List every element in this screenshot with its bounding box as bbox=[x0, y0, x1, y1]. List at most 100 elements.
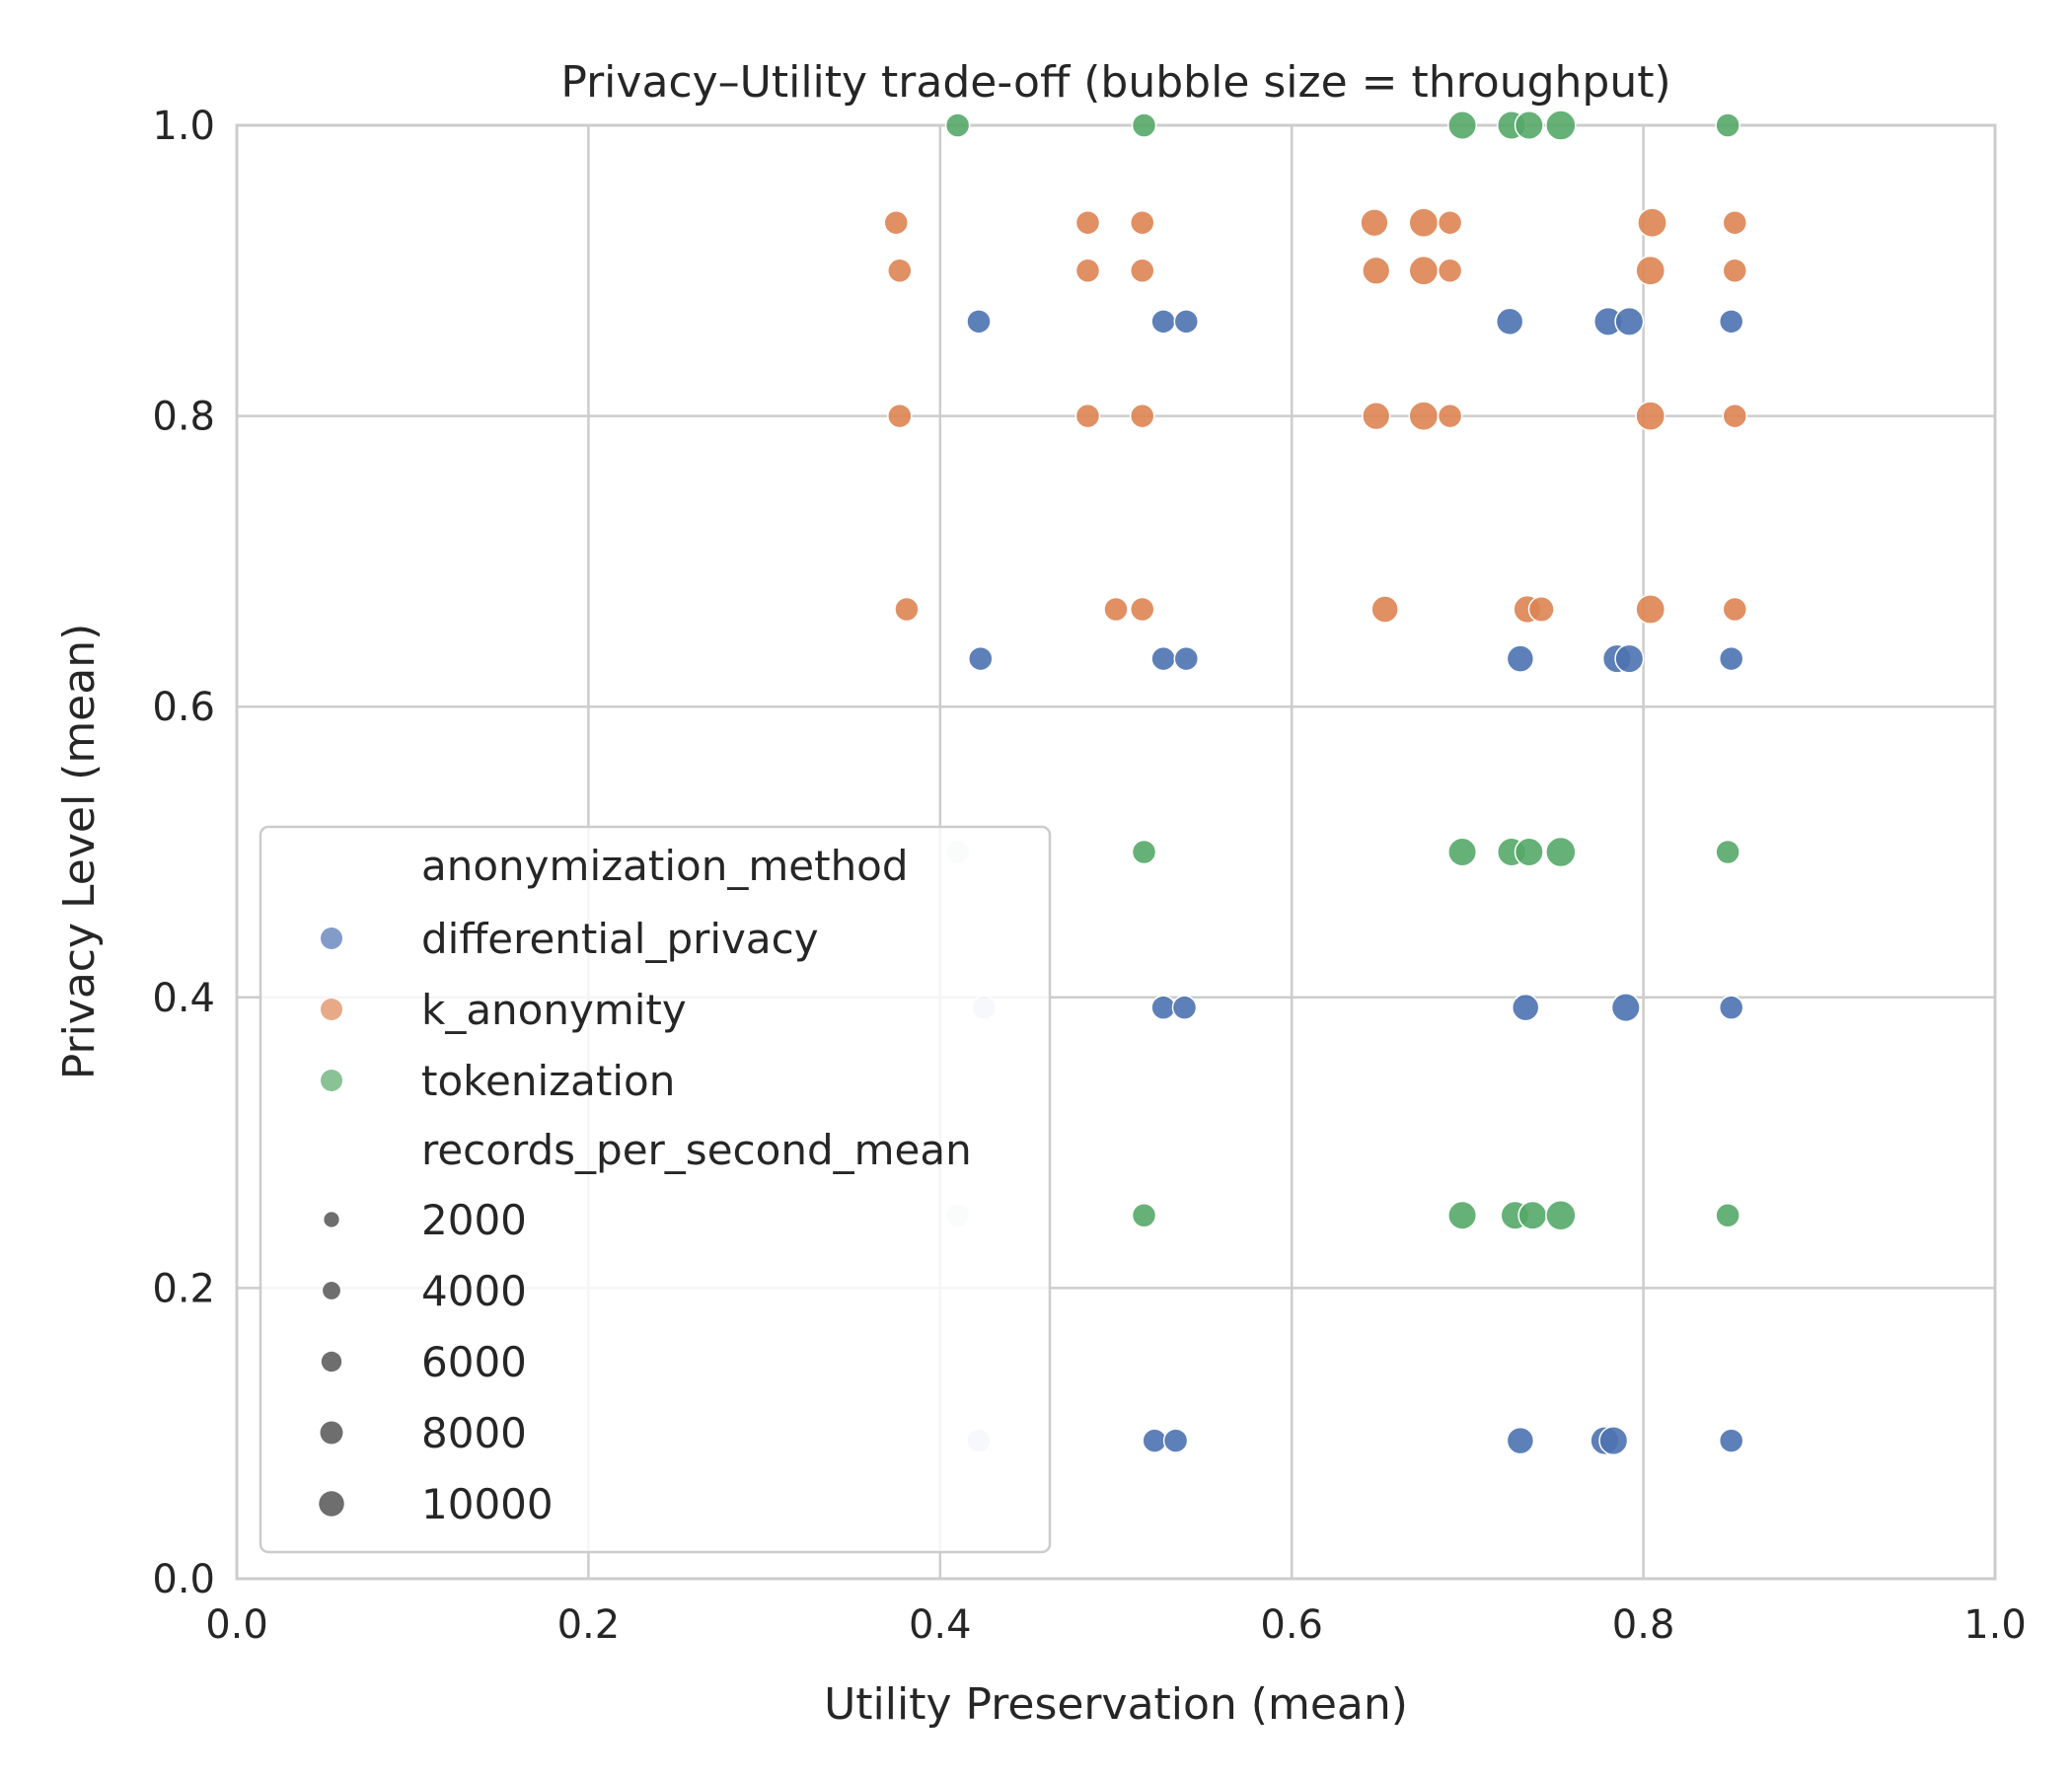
legend-size-marker bbox=[321, 1351, 342, 1372]
y-tick-label: 0.2 bbox=[152, 1266, 215, 1311]
data-point-k-anonymity bbox=[1129, 403, 1155, 429]
data-point-tokenization bbox=[1131, 1203, 1157, 1228]
legend-marker-k-anonymity bbox=[321, 999, 342, 1020]
data-point-k-anonymity bbox=[1408, 401, 1440, 431]
data-point-tokenization bbox=[1545, 836, 1577, 868]
data-point-differential-privacy bbox=[1171, 995, 1198, 1020]
data-point-tokenization bbox=[1715, 112, 1740, 138]
legend-size-marker bbox=[324, 1212, 339, 1227]
legend-size-marker bbox=[319, 1491, 344, 1517]
data-point-k-anonymity bbox=[1360, 208, 1389, 238]
data-point-tokenization bbox=[944, 112, 971, 138]
data-point-k-anonymity bbox=[1408, 255, 1440, 286]
data-point-k-anonymity bbox=[1635, 255, 1666, 286]
data-point-k-anonymity bbox=[1437, 209, 1463, 236]
data-point-k-anonymity bbox=[894, 596, 920, 623]
data-point-differential-privacy bbox=[1150, 995, 1176, 1020]
legend-size-label: 4000 bbox=[421, 1267, 527, 1315]
data-point-tokenization bbox=[1131, 112, 1157, 138]
data-point-k-anonymity bbox=[887, 258, 913, 284]
x-axis-label: Utility Preservation (mean) bbox=[824, 1679, 1408, 1730]
y-tick-label: 0.0 bbox=[152, 1557, 215, 1602]
legend-size-marker bbox=[323, 1282, 340, 1299]
data-point-differential-privacy bbox=[1718, 995, 1744, 1020]
legend-size-label: 2000 bbox=[421, 1196, 527, 1244]
y-tick-label: 0.6 bbox=[152, 685, 215, 730]
x-axis-ticks: 0.0 0.2 0.4 0.6 0.8 1.0 bbox=[205, 1602, 2027, 1648]
data-point-differential-privacy bbox=[1610, 993, 1641, 1023]
legend-frame bbox=[259, 825, 1052, 1554]
data-point-differential-privacy bbox=[966, 309, 992, 334]
legend-size-title: records_per_second_mean bbox=[421, 1126, 972, 1174]
legend-label-k-anonymity: k_anonymity bbox=[421, 986, 687, 1034]
data-point-differential-privacy bbox=[1150, 309, 1176, 334]
data-point-k-anonymity bbox=[1074, 403, 1101, 429]
data-point-differential-privacy bbox=[1495, 307, 1524, 336]
data-point-tokenization bbox=[1715, 1203, 1740, 1228]
data-point-tokenization bbox=[1447, 111, 1478, 140]
legend-size-label: 6000 bbox=[421, 1338, 527, 1386]
y-axis-ticks: 0.0 0.2 0.4 0.6 0.8 1.0 bbox=[152, 104, 215, 1602]
data-point-differential-privacy bbox=[1718, 309, 1744, 334]
data-point-k-anonymity bbox=[1074, 209, 1101, 236]
x-tick-label: 1.0 bbox=[1963, 1602, 2027, 1648]
data-point-k-anonymity bbox=[1362, 256, 1391, 285]
data-point-tokenization bbox=[1447, 837, 1478, 867]
data-point-k-anonymity bbox=[1074, 258, 1101, 284]
data-point-k-anonymity bbox=[1437, 258, 1463, 284]
y-axis-label: Privacy Level (mean) bbox=[54, 624, 105, 1080]
data-point-k-anonymity bbox=[887, 403, 913, 429]
data-points bbox=[883, 110, 1748, 1456]
legend: anonymization_method differential_privac… bbox=[259, 825, 1052, 1554]
data-point-k-anonymity bbox=[1362, 401, 1391, 431]
legend-marker-tokenization bbox=[321, 1070, 342, 1091]
legend-size-label: 8000 bbox=[421, 1409, 527, 1457]
y-tick-label: 0.4 bbox=[152, 976, 215, 1021]
x-tick-label: 0.4 bbox=[909, 1602, 972, 1648]
data-point-differential-privacy bbox=[1614, 643, 1645, 674]
data-point-tokenization bbox=[1447, 1200, 1478, 1230]
legend-size-items: 2000 4000 6000 8000 10000 bbox=[319, 1196, 554, 1528]
data-point-differential-privacy bbox=[1511, 993, 1540, 1022]
data-point-k-anonymity bbox=[1637, 207, 1667, 239]
data-point-tokenization bbox=[1545, 110, 1577, 141]
data-point-tokenization bbox=[1715, 839, 1740, 865]
data-point-differential-privacy bbox=[1718, 645, 1744, 672]
data-point-k-anonymity bbox=[1370, 595, 1399, 624]
data-point-differential-privacy bbox=[1142, 1428, 1167, 1453]
data-point-tokenization bbox=[1514, 837, 1544, 867]
x-tick-label: 0.8 bbox=[1612, 1602, 1675, 1648]
data-point-k-anonymity bbox=[1722, 403, 1748, 429]
data-point-k-anonymity bbox=[1437, 403, 1463, 429]
data-point-tokenization bbox=[1517, 1200, 1548, 1230]
legend-hue-title: anonymization_method bbox=[421, 842, 909, 890]
data-point-k-anonymity bbox=[1129, 209, 1155, 236]
legend-hue-items: differential_privacy k_anonymity tokenizat… bbox=[321, 915, 819, 1105]
data-point-differential-privacy bbox=[1173, 309, 1200, 334]
data-point-differential-privacy bbox=[1162, 1428, 1189, 1453]
data-point-k-anonymity bbox=[1722, 209, 1748, 236]
data-point-k-anonymity bbox=[1129, 596, 1155, 623]
x-tick-label: 0.0 bbox=[205, 1602, 268, 1648]
data-point-k-anonymity bbox=[1527, 596, 1555, 624]
data-point-differential-privacy bbox=[1173, 645, 1200, 672]
x-tick-label: 0.6 bbox=[1260, 1602, 1323, 1648]
plot-area-frame bbox=[235, 123, 1997, 1581]
y-tick-label: 1.0 bbox=[152, 104, 215, 149]
legend-size-marker bbox=[320, 1421, 343, 1445]
data-point-k-anonymity bbox=[1408, 207, 1440, 239]
data-point-tokenization bbox=[1545, 1200, 1577, 1231]
data-point-differential-privacy bbox=[1598, 1426, 1629, 1456]
data-point-tokenization bbox=[1131, 839, 1157, 865]
data-point-differential-privacy bbox=[1150, 645, 1176, 672]
chart-title: Privacy–Utility trade-off (bubble size =… bbox=[560, 57, 1670, 108]
data-point-k-anonymity bbox=[1635, 594, 1666, 625]
legend-label-differential-privacy: differential_privacy bbox=[421, 915, 819, 963]
x-tick-label: 0.2 bbox=[557, 1602, 621, 1648]
legend-marker-differential-privacy bbox=[321, 927, 342, 949]
data-point-differential-privacy bbox=[1614, 306, 1645, 336]
data-point-k-anonymity bbox=[1103, 596, 1129, 623]
data-point-differential-privacy bbox=[1506, 644, 1535, 673]
